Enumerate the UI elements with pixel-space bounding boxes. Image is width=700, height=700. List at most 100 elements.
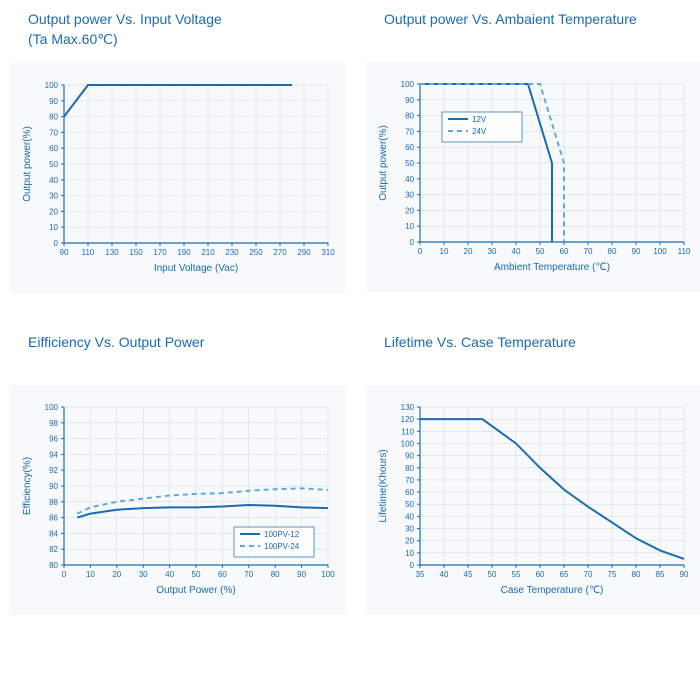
svg-text:24V: 24V bbox=[472, 127, 487, 136]
svg-text:80: 80 bbox=[49, 561, 58, 570]
svg-text:40: 40 bbox=[512, 247, 521, 256]
svg-text:55: 55 bbox=[512, 570, 521, 579]
chart1-svg: 9011013015017019021023025027029031001020… bbox=[18, 75, 338, 285]
svg-text:50: 50 bbox=[488, 570, 497, 579]
svg-text:110: 110 bbox=[401, 427, 414, 436]
svg-text:90: 90 bbox=[297, 570, 306, 579]
svg-text:10: 10 bbox=[86, 570, 95, 579]
svg-text:290: 290 bbox=[297, 248, 311, 257]
svg-text:45: 45 bbox=[464, 570, 473, 579]
svg-text:96: 96 bbox=[49, 435, 58, 444]
svg-text:40: 40 bbox=[49, 176, 58, 185]
chart4-box: 3540455055606570758085900102030405060708… bbox=[366, 385, 700, 615]
svg-text:0: 0 bbox=[54, 239, 59, 248]
svg-text:20: 20 bbox=[464, 247, 473, 256]
svg-text:70: 70 bbox=[584, 247, 593, 256]
svg-text:100: 100 bbox=[401, 440, 415, 449]
svg-text:Output Power (%): Output Power (%) bbox=[156, 585, 235, 596]
svg-text:130: 130 bbox=[105, 248, 119, 257]
svg-text:30: 30 bbox=[405, 525, 414, 534]
chart2-box: 0102030405060708090100110010203040506070… bbox=[366, 62, 700, 292]
svg-text:80: 80 bbox=[49, 113, 58, 122]
panel-lifetime: Lifetime Vs. Case Temperature 3540455055… bbox=[366, 333, 700, 615]
svg-text:40: 40 bbox=[405, 175, 414, 184]
svg-text:170: 170 bbox=[153, 248, 167, 257]
svg-text:80: 80 bbox=[608, 247, 617, 256]
svg-text:90: 90 bbox=[680, 570, 689, 579]
svg-text:82: 82 bbox=[49, 545, 58, 554]
chart4-title: Lifetime Vs. Case Temperature bbox=[384, 333, 700, 371]
svg-text:80: 80 bbox=[271, 570, 280, 579]
svg-text:120: 120 bbox=[401, 415, 415, 424]
chart2-title: Output power Vs. Ambaient Temperature bbox=[384, 10, 700, 48]
chart3-box: 0102030405060708090100808284868890929496… bbox=[10, 385, 346, 615]
panel-efficiency: Eifficiency Vs. Output Power 0 10 20 30 40 50… bbox=[10, 333, 346, 615]
svg-text:60: 60 bbox=[405, 143, 414, 152]
svg-text:110: 110 bbox=[82, 248, 95, 257]
panel-power-vs-voltage: Output power Vs. Input Voltage(Ta Max.60… bbox=[10, 10, 346, 293]
chart1-box: 9011013015017019021023025027029031001020… bbox=[10, 63, 346, 293]
svg-text:Case Temperature (℃): Case Temperature (℃) bbox=[501, 585, 604, 596]
svg-text:150: 150 bbox=[129, 248, 143, 257]
svg-text:20: 20 bbox=[405, 206, 414, 215]
svg-text:12V: 12V bbox=[472, 115, 487, 124]
svg-text:250: 250 bbox=[249, 248, 263, 257]
svg-text:70: 70 bbox=[405, 127, 414, 136]
svg-text:50: 50 bbox=[405, 159, 414, 168]
svg-text:70: 70 bbox=[244, 570, 253, 579]
svg-text:10: 10 bbox=[440, 247, 449, 256]
svg-text:190: 190 bbox=[177, 248, 191, 257]
svg-text:30: 30 bbox=[49, 192, 58, 201]
svg-text:40: 40 bbox=[440, 570, 449, 579]
svg-text:Input Voltage (Vac): Input Voltage (Vac) bbox=[154, 263, 238, 274]
chart3-title: Eifficiency Vs. Output Power bbox=[28, 333, 346, 371]
svg-text:92: 92 bbox=[49, 466, 58, 475]
svg-text:130: 130 bbox=[401, 403, 415, 412]
svg-text:10: 10 bbox=[49, 223, 58, 232]
svg-text:90: 90 bbox=[405, 452, 414, 461]
svg-text:0: 0 bbox=[410, 238, 415, 247]
svg-text:Output power(%): Output power(%) bbox=[378, 125, 389, 201]
svg-text:20: 20 bbox=[405, 537, 414, 546]
svg-text:100: 100 bbox=[45, 81, 59, 90]
svg-text:100: 100 bbox=[653, 247, 667, 256]
chart1-title: Output power Vs. Input Voltage(Ta Max.60… bbox=[28, 10, 346, 49]
svg-text:65: 65 bbox=[560, 570, 569, 579]
svg-text:75: 75 bbox=[608, 570, 617, 579]
svg-text:10: 10 bbox=[405, 549, 414, 558]
svg-text:86: 86 bbox=[49, 514, 58, 523]
svg-text:100PV-24: 100PV-24 bbox=[264, 542, 300, 551]
svg-text:0: 0 bbox=[62, 570, 67, 579]
svg-text:210: 210 bbox=[201, 248, 215, 257]
svg-text:30: 30 bbox=[488, 247, 497, 256]
svg-text:40: 40 bbox=[405, 513, 414, 522]
svg-text:100: 100 bbox=[45, 403, 59, 412]
panel-power-vs-temp: Output power Vs. Ambaient Temperature 0 1… bbox=[366, 10, 700, 293]
chart4-svg: 3540455055606570758085900102030405060708… bbox=[374, 397, 694, 607]
svg-text:Lifetime(Khours): Lifetime(Khours) bbox=[378, 450, 389, 523]
svg-text:70: 70 bbox=[49, 129, 58, 138]
chart3-svg: 0102030405060708090100808284868890929496… bbox=[18, 397, 338, 607]
svg-text:Ambient Temperature (℃): Ambient Temperature (℃) bbox=[494, 262, 610, 273]
svg-text:270: 270 bbox=[273, 248, 287, 257]
svg-text:60: 60 bbox=[218, 570, 227, 579]
svg-text:0: 0 bbox=[418, 247, 423, 256]
svg-text:80: 80 bbox=[405, 464, 414, 473]
svg-text:94: 94 bbox=[49, 451, 58, 460]
svg-text:110: 110 bbox=[678, 247, 691, 256]
svg-text:100PV-12: 100PV-12 bbox=[264, 530, 300, 539]
svg-text:80: 80 bbox=[405, 112, 414, 121]
svg-text:60: 60 bbox=[49, 144, 58, 153]
svg-text:80: 80 bbox=[632, 570, 641, 579]
svg-text:60: 60 bbox=[536, 570, 545, 579]
svg-text:40: 40 bbox=[165, 570, 174, 579]
svg-text:20: 20 bbox=[112, 570, 121, 579]
charts-grid: Output power Vs. Input Voltage(Ta Max.60… bbox=[0, 0, 700, 625]
svg-text:50: 50 bbox=[405, 500, 414, 509]
svg-text:90: 90 bbox=[632, 247, 641, 256]
svg-text:90: 90 bbox=[60, 248, 69, 257]
svg-text:50: 50 bbox=[192, 570, 201, 579]
svg-text:30: 30 bbox=[139, 570, 148, 579]
svg-text:70: 70 bbox=[584, 570, 593, 579]
svg-text:Output power(%): Output power(%) bbox=[22, 126, 33, 202]
